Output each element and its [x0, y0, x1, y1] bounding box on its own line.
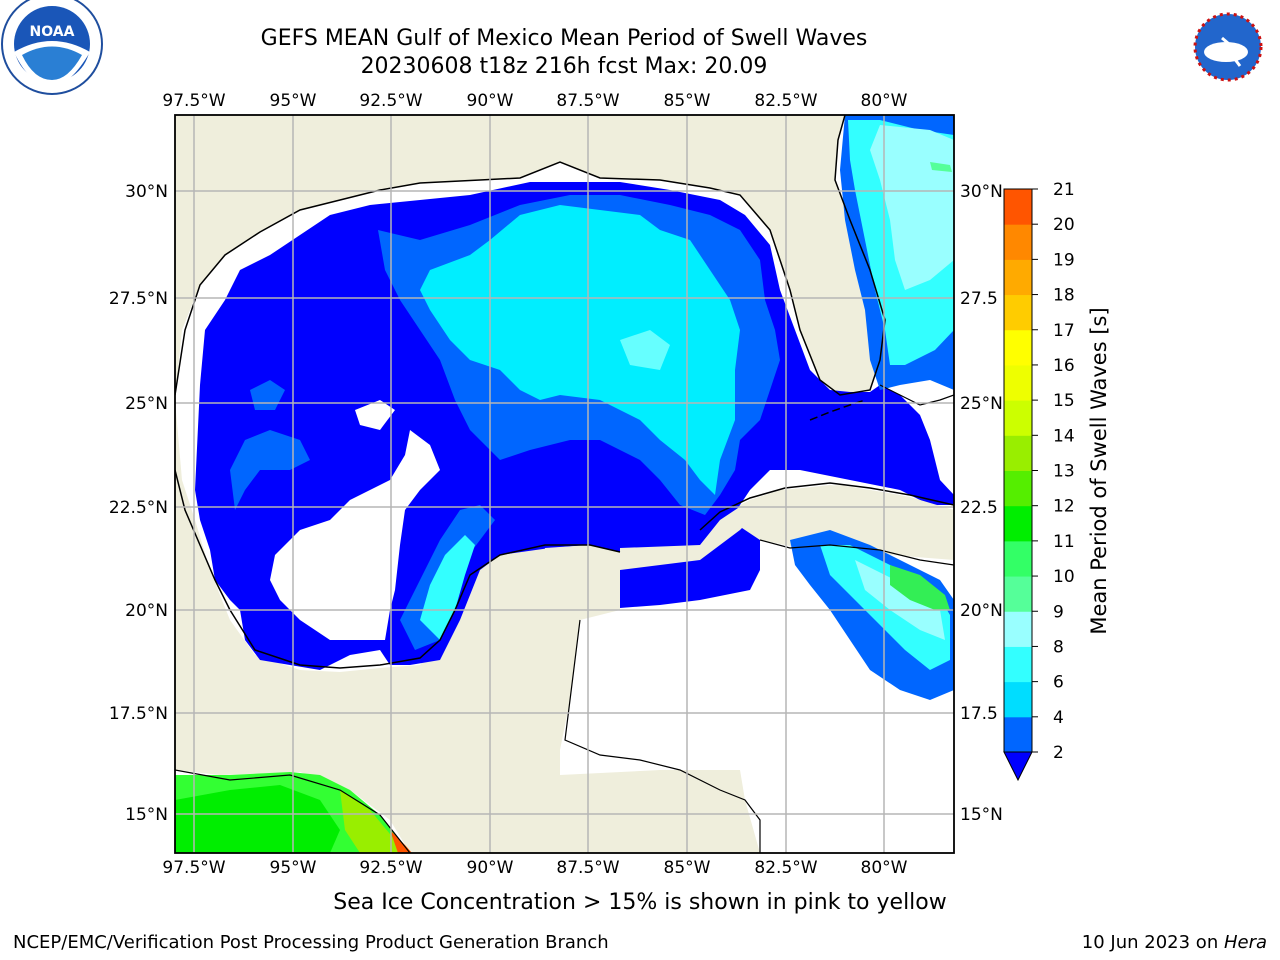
colorbar-tick-label: 6 [1053, 673, 1064, 693]
map-area [175, 115, 954, 853]
colorbar-tick-label: 16 [1053, 356, 1075, 376]
footer-credit: NCEP/EMC/Verification Post Processing Pr… [13, 932, 609, 953]
swell-band-6s [420, 205, 740, 495]
colorbar-label: Mean Period of Swell Waves [s] [1087, 307, 1111, 634]
colorbar-tick-label: 11 [1053, 532, 1075, 552]
noaa-logo: NOAA [1, 0, 103, 95]
colorbar-segment [1004, 435, 1032, 471]
noaa-logo-text: NOAA [30, 24, 75, 40]
colorbar-tick-label: 2 [1053, 743, 1064, 763]
chart-title: GEFS MEAN Gulf of Mexico Mean Period of … [260, 26, 868, 51]
colorbar-tick-label: 21 [1053, 180, 1075, 200]
lat-label-right: 22.5 [960, 498, 998, 518]
colorbar-tick-label: 18 [1053, 286, 1075, 306]
lat-label-left: 27.5°N [109, 289, 168, 309]
footer-date: 10 Jun 2023 on Hera [1082, 932, 1267, 953]
colorbar-segment [1004, 329, 1032, 366]
lon-label-bottom: 82.5°W [754, 858, 817, 878]
lon-labels-bottom: 97.5°W 95°W 92.5°W 90°W 87.5°W 85°W 82.5… [162, 858, 907, 878]
lon-label-top: 82.5°W [754, 91, 817, 111]
lat-label-right: 15°N [960, 805, 1003, 825]
lat-label-right: 17.5 [960, 704, 998, 724]
lat-labels-right: 30°N 27.5 25°N 22.5 20°N 17.5 15°N [960, 182, 1003, 825]
colorbar-tick-label: 9 [1053, 602, 1064, 622]
lat-label-left: 30°N [125, 182, 168, 202]
colorbar-tick-label: 19 [1053, 250, 1075, 270]
coastline-cuba [699, 482, 954, 531]
lon-label-bottom: 97.5°W [162, 858, 225, 878]
colorbar-tick-label: 12 [1053, 497, 1075, 517]
colorbar-segment [1004, 470, 1032, 507]
lon-label-top: 87.5°W [556, 91, 619, 111]
lat-label-right: 20°N [960, 601, 1003, 621]
lon-label-top: 95°W [270, 91, 317, 111]
map-frame [174, 114, 955, 854]
colorbar-segment [1004, 400, 1032, 436]
lat-label-left: 20°N [125, 601, 168, 621]
lat-label-right: 25°N [960, 394, 1003, 414]
coastline-west [175, 469, 621, 669]
map-grid [175, 115, 954, 853]
lon-label-top: 85°W [664, 91, 711, 111]
colorbar: 2 4 6 8 9 10 11 12 13 14 15 16 17 18 19 20 21 [1003, 180, 1075, 782]
lon-label-bottom: 90°W [467, 858, 514, 878]
lon-label-top: 97.5°W [162, 91, 225, 111]
colorbar-segment [1004, 716, 1032, 753]
lon-labels-top: 97.5°W 95°W 92.5°W 90°W 87.5°W 85°W 82.5… [162, 91, 907, 111]
caption: Sea Ice Concentration > 15% is shown in … [333, 890, 947, 915]
colorbar-tick-label: 10 [1053, 567, 1075, 587]
lon-label-bottom: 87.5°W [556, 858, 619, 878]
colorbar-tick-label: 14 [1053, 426, 1075, 446]
nws-logo [1179, 0, 1277, 96]
coastline-north [175, 115, 886, 396]
chart-subtitle: 20230608 t18z 216h fcst Max: 20.09 [360, 54, 768, 79]
colorbar-tick-label: 20 [1053, 215, 1075, 235]
colorbar-extend [1003, 751, 1033, 782]
colorbar-segment [1004, 364, 1032, 401]
lon-label-bottom: 85°W [664, 858, 711, 878]
coastline-pacific [175, 769, 411, 853]
lon-label-top: 90°W [467, 91, 514, 111]
lon-label-bottom: 80°W [861, 858, 908, 878]
footer-host: Hera [1223, 932, 1267, 953]
lon-label-bottom: 92.5°W [359, 858, 422, 878]
colorbar-tick-label: 13 [1053, 462, 1075, 482]
lat-label-left: 15°N [125, 805, 168, 825]
colorbar-segment [1004, 294, 1032, 331]
lon-label-top: 80°W [861, 91, 908, 111]
colorbar-segment [1004, 505, 1032, 542]
colorbar-segment [1004, 646, 1032, 683]
colorbar-segment [1004, 576, 1032, 612]
lat-label-left: 17.5°N [109, 704, 168, 724]
lon-label-bottom: 95°W [270, 858, 317, 878]
colorbar-segment [1004, 224, 1032, 260]
lat-label-left: 25°N [125, 394, 168, 414]
footer-date-text: 10 Jun 2023 on [1081, 932, 1224, 953]
colorbar-tick-label: 4 [1053, 708, 1064, 728]
colorbar-segment [1004, 259, 1032, 296]
colorbar-segment [1004, 681, 1032, 718]
colorbar-tick-label: 17 [1053, 321, 1075, 341]
lon-label-top: 92.5°W [359, 91, 422, 111]
colorbar-tick-label: 15 [1053, 391, 1075, 411]
lat-label-right: 30°N [960, 182, 1003, 202]
lat-label-left: 22.5°N [109, 498, 168, 518]
colorbar-tick-label: 8 [1053, 637, 1064, 657]
coastline-central-america [564, 619, 761, 853]
lat-label-right: 27.5 [960, 289, 998, 309]
swell-band-9s [890, 565, 950, 610]
lat-labels-left: 30°N 27.5°N 25°N 22.5°N 20°N 17.5°N 15°N [109, 182, 168, 825]
colorbar-segment [1004, 611, 1032, 647]
colorbar-segment [1004, 189, 1032, 225]
colorbar-segment [1004, 540, 1032, 577]
